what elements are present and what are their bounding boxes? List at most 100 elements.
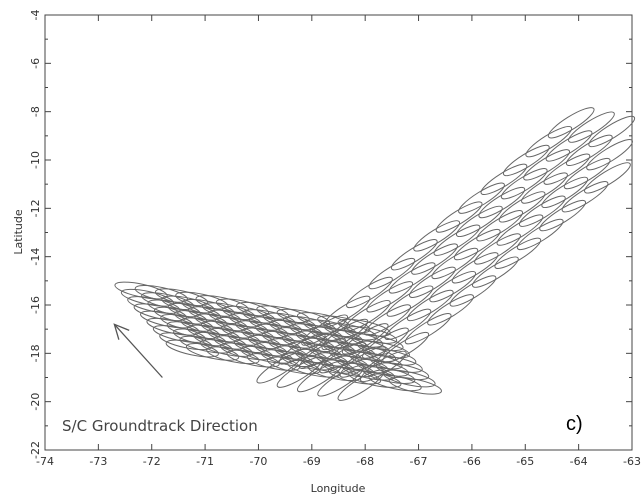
y-tick-label: -6 — [29, 58, 42, 69]
y-tick-labels: -4 -6 -8 -10 -12 -14 -16 -18 -20 -22 — [29, 10, 42, 459]
footprint-ellipse — [480, 163, 528, 195]
footprint-ellipse — [390, 239, 438, 271]
y-tick-label: -22 — [29, 441, 42, 459]
footprint-ellipse — [568, 111, 615, 143]
footprint-ellipse — [523, 149, 570, 181]
groundtrack-direction-label: S/C Groundtrack Direction — [62, 417, 258, 435]
plot-frame — [44, 14, 633, 451]
footprint-ellipse — [388, 376, 442, 395]
footprint-ellipse — [388, 262, 436, 294]
arrow-shaft — [113, 323, 163, 378]
x-tick-label: -70 — [249, 455, 267, 468]
y-tick-label: -18 — [29, 344, 42, 362]
y-tick-label: -10 — [29, 151, 42, 169]
footprint-ellipse — [494, 237, 542, 269]
footprint-ellipse — [500, 168, 548, 200]
footprint-ellipse — [547, 107, 595, 139]
x-tick-label: -64 — [570, 455, 588, 468]
footprint-ellipse — [525, 125, 573, 158]
x-tick-label: -66 — [463, 455, 481, 468]
footprint-ellipse — [267, 356, 321, 375]
footprint-ellipse — [584, 162, 631, 194]
footprint-ellipse — [413, 220, 461, 252]
footprint-ellipse — [431, 247, 479, 280]
footprint-ellipse — [427, 294, 474, 326]
footprint-ellipse — [409, 266, 456, 298]
footprint-ellipse — [368, 257, 416, 290]
footprint-ellipse — [246, 353, 301, 371]
footprint-ellipse — [301, 314, 349, 346]
footprint-ellipse — [449, 275, 497, 307]
footprint-ellipse — [317, 365, 365, 397]
footprint-ellipse — [458, 182, 505, 214]
footprint-ellipse — [406, 289, 454, 322]
footprint-ellipse — [433, 224, 481, 256]
y-tick-label: -4 — [29, 10, 42, 21]
x-tick-labels: -74 -73 -72 -71 -70 -69 -68 -67 -66 -65 -64 -63 — [36, 455, 641, 468]
footprint-ellipse — [429, 270, 477, 303]
footprint-ellipse — [496, 214, 544, 246]
footprint-ellipse — [561, 181, 609, 213]
x-tick-label: -68 — [356, 455, 374, 468]
footprint-ellipse — [185, 343, 240, 361]
footprint-ellipse — [474, 233, 521, 265]
footprint-ellipse — [307, 363, 361, 382]
footprint-ellipse — [518, 195, 566, 227]
footprint-ellipse — [226, 349, 280, 368]
footprint-ellipse — [539, 199, 587, 232]
panel-label: c) — [566, 413, 583, 435]
footprint-ellipse — [545, 130, 593, 162]
footprint-ellipse — [404, 313, 452, 345]
footprint-ellipse — [563, 157, 611, 190]
footprint-ellipse — [478, 186, 526, 219]
x-tick-label: -71 — [196, 455, 214, 468]
footprint-ellipse — [346, 276, 393, 309]
footprint-ellipse — [327, 366, 382, 385]
footprint-ellipse — [384, 308, 432, 340]
footprint-ellipse — [565, 134, 613, 166]
y-tick-label: -8 — [29, 106, 42, 117]
footprint-layer — [114, 107, 636, 401]
footprint-ellipse — [498, 191, 546, 223]
footprint-ellipse — [588, 115, 636, 148]
footprint-ellipse — [472, 256, 519, 288]
footprint-ellipse — [453, 228, 501, 261]
arrow-head — [113, 323, 130, 340]
footprint-ellipse — [337, 369, 385, 401]
footprint-ellipse — [362, 366, 416, 384]
axis-ticks — [44, 14, 633, 451]
footprint-ellipse — [362, 327, 409, 359]
footprint-ellipse — [287, 359, 341, 378]
x-tick-label: -72 — [143, 455, 161, 468]
footprint-ellipse — [435, 201, 483, 233]
footprint-ellipse — [206, 346, 260, 365]
y-axis-label: Latitude — [12, 209, 25, 255]
footprint-ellipse — [343, 299, 391, 332]
x-tick-label: -73 — [89, 455, 107, 468]
y-tick-label: -12 — [29, 199, 42, 217]
y-tick-label: -16 — [29, 296, 42, 314]
footprint-group-1 — [256, 107, 636, 401]
footprint-ellipse — [502, 144, 550, 177]
footprint-ellipse — [451, 252, 499, 284]
x-tick-label: -69 — [303, 455, 321, 468]
footprint-ellipse — [586, 139, 633, 171]
footprint-ellipse — [165, 339, 219, 358]
footprint-ellipse — [411, 243, 458, 275]
footprint-ellipse — [348, 370, 402, 388]
footprint-ellipse — [382, 369, 436, 388]
footprint-ellipse — [516, 218, 564, 251]
footprint-ellipse — [521, 172, 568, 204]
footprint-ellipse — [476, 210, 524, 242]
footprint-ellipse — [368, 373, 422, 392]
footprint-ellipse — [366, 281, 414, 313]
x-axis-label: Longitude — [311, 482, 366, 495]
y-tick-label: -14 — [29, 248, 42, 266]
footprint-group-2 — [114, 281, 442, 395]
y-tick-label: -20 — [29, 393, 42, 411]
footprint-ellipse — [386, 285, 434, 317]
x-tick-label: -63 — [623, 455, 641, 468]
groundtrack-arrow — [113, 323, 163, 378]
footprint-ellipse — [541, 176, 589, 209]
x-tick-label: -65 — [516, 455, 534, 468]
